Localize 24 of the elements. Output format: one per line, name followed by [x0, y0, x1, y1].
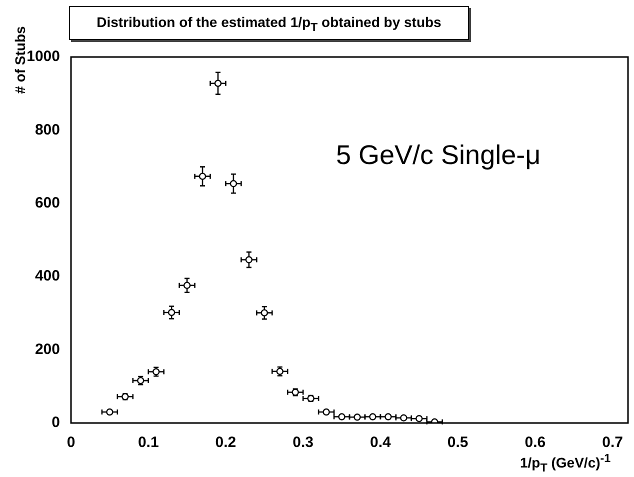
y-tick-label: 200 — [34, 340, 60, 358]
x-tick-label: 0.6 — [524, 434, 546, 452]
point — [168, 308, 176, 316]
chart-title: Distribution of the estimated 1/p$_{T}$ obtained by stubs — [69, 6, 469, 40]
point — [230, 180, 238, 188]
x-tick-label: 0.2 — [215, 434, 236, 452]
y-tick-label: 600 — [34, 194, 60, 212]
point — [198, 172, 206, 180]
x-tick-label: 0 — [66, 434, 76, 452]
point — [214, 80, 222, 87]
y-tick-label: 400 — [34, 268, 60, 285]
point — [183, 282, 191, 289]
point — [260, 309, 268, 316]
x-tick-label: 0.3 — [292, 434, 314, 452]
annotation: 5 GeV/c Single-μ — [336, 140, 541, 171]
y-tick-label: 800 — [34, 121, 60, 138]
x-axis-title: 1/p$_{T}$ (GeV/c)$^{-1}$ — [520, 452, 611, 474]
y-axis-title: # of Stubs — [12, 25, 28, 96]
x-tick-label: 0.5 — [447, 434, 468, 452]
y-tick-label: 0 — [52, 414, 60, 432]
y-tick-label: 1000 — [26, 48, 60, 66]
x-tick-label: 0.1 — [138, 434, 159, 452]
x-tick-label: 0.4 — [370, 434, 392, 452]
x-tick-label: 0.7 — [602, 434, 623, 452]
